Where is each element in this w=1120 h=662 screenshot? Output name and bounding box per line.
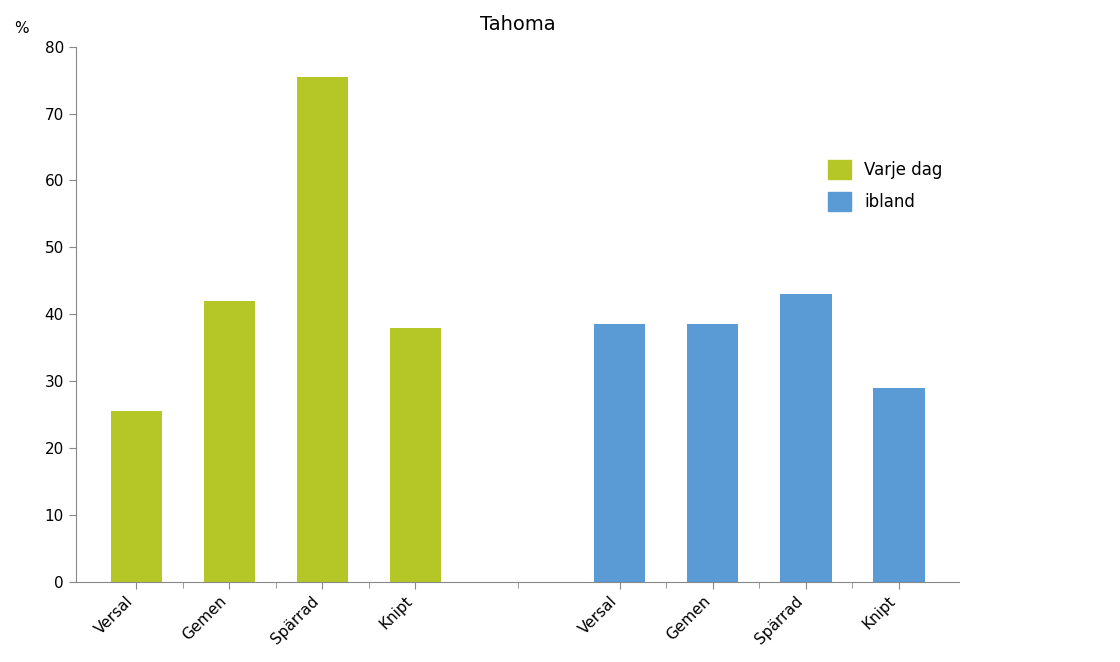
- Bar: [595, 324, 645, 582]
- Bar: [204, 301, 255, 582]
- Legend: Varje dag, ibland: Varje dag, ibland: [820, 152, 951, 220]
- Bar: [781, 294, 831, 582]
- Bar: [688, 324, 738, 582]
- Bar: [111, 411, 161, 582]
- Title: Tahoma: Tahoma: [479, 15, 556, 34]
- Text: %: %: [13, 21, 28, 36]
- Bar: [874, 388, 924, 582]
- Bar: [297, 77, 348, 582]
- Bar: [390, 328, 441, 582]
